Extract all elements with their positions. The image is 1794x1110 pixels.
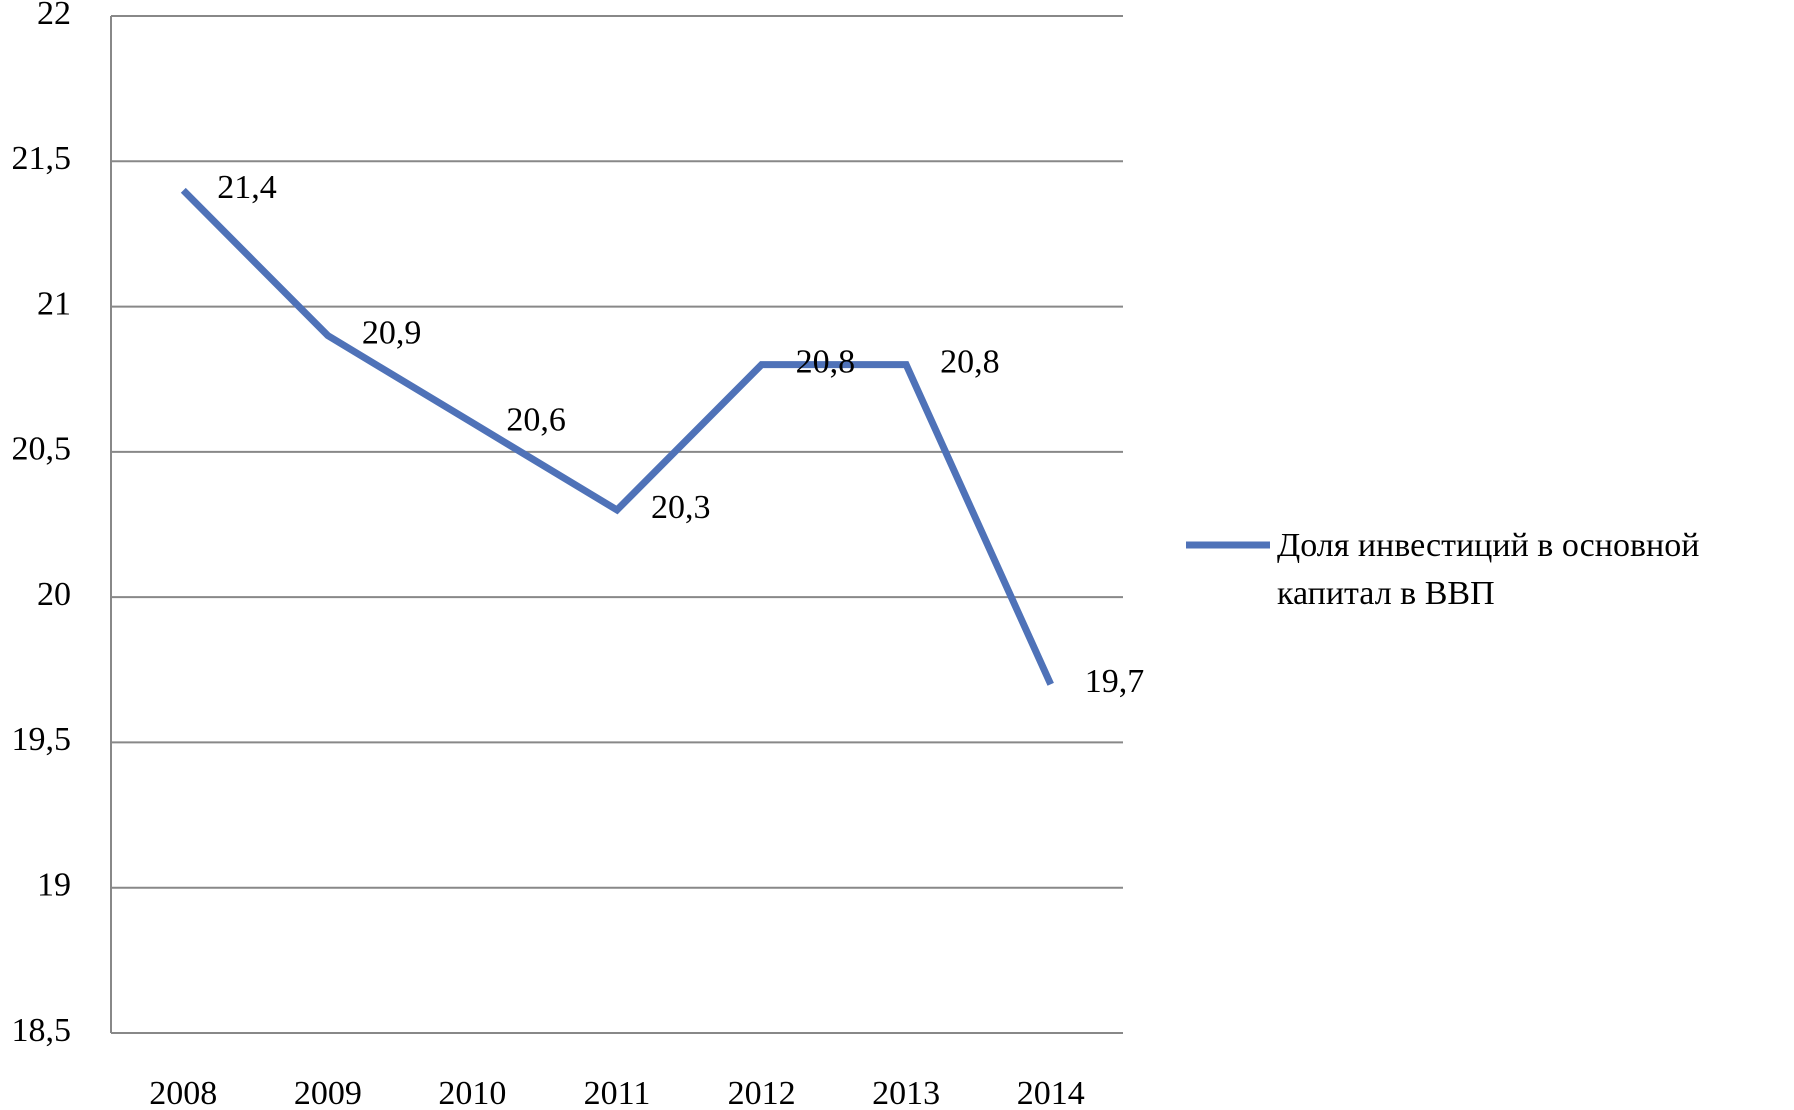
y-tick-label: 20,5 [12, 431, 72, 468]
y-tick-label: 21,5 [12, 140, 72, 177]
data-label: 20,8 [940, 343, 1000, 380]
y-tick-label: 21 [37, 285, 71, 322]
line [180, 187, 1054, 686]
x-tick-label: 2008 [149, 1075, 217, 1110]
x-tick-label: 2010 [438, 1075, 506, 1110]
data-label: 20,8 [796, 343, 856, 380]
y-tick-label: 22 [37, 0, 71, 32]
x-tick-label: 2013 [872, 1075, 940, 1110]
y-tick-label: 19 [37, 867, 71, 904]
data-label: 20,9 [362, 314, 422, 351]
data-label: 19,7 [1085, 663, 1145, 700]
x-tick-label: 2009 [294, 1075, 362, 1110]
data-label: 20,6 [506, 402, 566, 439]
x-tick-label: 2012 [728, 1075, 796, 1110]
data-label: 20,3 [651, 489, 711, 526]
y-tick-label: 18,5 [12, 1012, 72, 1049]
data-label: 21,4 [217, 169, 276, 206]
y-tick-label: 20 [37, 576, 71, 613]
x-tick-label: 2014 [1017, 1075, 1085, 1110]
x-tick-label: 2011 [584, 1075, 651, 1110]
legend-label: Доля инвестиций в основной капитал в ВВП [1277, 527, 1700, 612]
y-tick-label: 19,5 [12, 721, 72, 758]
